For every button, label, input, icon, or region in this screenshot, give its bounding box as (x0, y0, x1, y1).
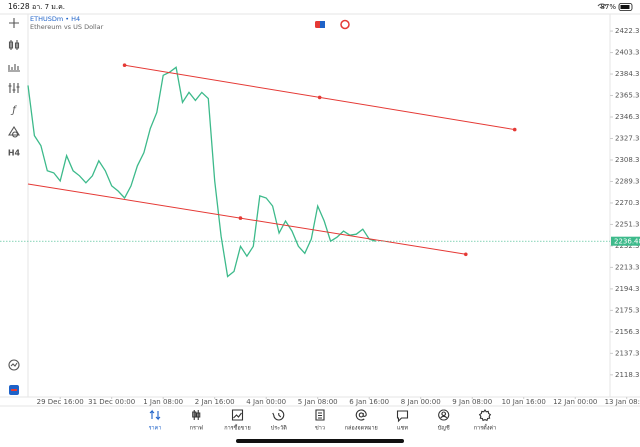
y-tick-label: 2308.30 (615, 156, 640, 164)
y-tick-label: 2175.30 (615, 306, 640, 314)
zoom-tool[interactable] (8, 359, 20, 371)
trade-toggle-half[interactable] (320, 21, 325, 28)
y-tick-label: 2365.30 (615, 92, 640, 100)
chart-type-tool[interactable] (8, 40, 20, 50)
last-price-box (611, 236, 640, 246)
trend-anchor (463, 252, 468, 257)
chart-subtitle: Ethereum vs US Dollar (30, 23, 104, 31)
x-tick-label: 1 Jan 08:00 (143, 398, 183, 406)
y-tick-label: 2422.30 (615, 27, 640, 35)
battery-level (620, 5, 630, 9)
nav-label[interactable]: แชท (397, 425, 408, 432)
zoom-tool-inner[interactable] (10, 362, 18, 367)
x-tick-label: 31 Dec 00:00 (88, 398, 135, 406)
x-tick-label: 6 Jan 16:00 (349, 398, 389, 406)
nav-icons: ราคา กราฟ การซื้อขาย ประวัติ ข่าว กล่องจดหมาย… (149, 409, 496, 432)
y-tick-label: 2213.30 (615, 263, 640, 271)
last-price-label: 2236.48 (614, 238, 640, 246)
nav-label[interactable]: การซื้อขาย (224, 424, 250, 432)
objects-tool[interactable] (8, 125, 20, 138)
nav-label[interactable]: กราฟ (190, 425, 203, 432)
y-tick-label: 2270.30 (615, 199, 640, 207)
x-tick-label: 13 Jan 08:00 (605, 398, 640, 406)
nav-label[interactable]: ข่าว (315, 426, 325, 432)
trend-anchor (238, 216, 243, 220)
price-line (27, 66, 376, 278)
trend-line (27, 183, 466, 255)
left-toolbar: ƒ H4 (8, 18, 21, 395)
home-indicator (236, 439, 404, 443)
nav-icon[interactable] (231, 409, 244, 421)
y-tick-label: 2384.30 (615, 70, 640, 78)
battery-icon (618, 3, 633, 11)
x-tick-label: 5 Jan 08:00 (298, 398, 338, 406)
indicators-tool[interactable] (8, 83, 20, 93)
nav-label[interactable]: ราคา (149, 426, 162, 432)
x-tick-label: 9 Jan 08:00 (452, 398, 492, 406)
y-tick-label: 2156.30 (615, 328, 640, 336)
chart-title: ETHUSDm • H4 (30, 15, 80, 23)
y-tick-label: 2137.30 (615, 349, 640, 357)
x-tick-label: 8 Jan 00:00 (401, 398, 441, 406)
y-tick-label: 2289.30 (615, 177, 640, 185)
indicator-toggle[interactable] (340, 19, 350, 30)
volume-tool[interactable] (8, 64, 20, 72)
nav-icon[interactable] (315, 409, 325, 421)
nav-icon[interactable] (478, 409, 492, 422)
y-tick-label: 2327.30 (615, 135, 640, 143)
trend-anchor (122, 63, 127, 68)
x-tick-label: 12 Jan 00:00 (553, 398, 597, 406)
x-tick-label: 29 Dec 16:00 (37, 398, 84, 406)
nav-icon[interactable] (396, 410, 409, 423)
timeframe-button[interactable]: H4 (8, 149, 21, 158)
nav-label[interactable]: ประวัติ (271, 425, 287, 432)
status-time: 16:28 (8, 2, 30, 11)
app-icon-stripe (11, 389, 17, 391)
function-tool[interactable]: ƒ (10, 105, 17, 116)
trend-midpoint (317, 95, 322, 100)
y-tick-label: 2232.30 (615, 242, 640, 250)
nav-label[interactable]: การตั้งค่า (474, 424, 496, 432)
nav-label[interactable]: บัญชี (438, 425, 450, 432)
chart-toggles[interactable] (315, 19, 350, 30)
wifi-icon (597, 3, 607, 9)
nav-icon[interactable] (192, 410, 201, 420)
nav-icon[interactable] (438, 409, 450, 421)
nav-label[interactable]: กล่องจดหมาย (345, 426, 378, 432)
x-tick-label: 10 Jan 16:00 (502, 398, 546, 406)
y-tick-label: 2194.30 (615, 285, 640, 293)
status-date: อา. 7 ม.ค. (32, 3, 65, 11)
y-tick-label: 2251.30 (615, 220, 640, 228)
y-tick-label: 2118.30 (615, 371, 640, 379)
status-battery: 87% (600, 3, 616, 11)
crosshair-tool[interactable] (9, 18, 19, 28)
x-tick-label: 2 Jan 16:00 (195, 398, 235, 406)
nav-icon[interactable] (149, 409, 161, 421)
nav-icon[interactable] (355, 409, 367, 421)
x-tick-label: 4 Jan 00:00 (246, 398, 286, 406)
nav-icon[interactable] (272, 409, 285, 421)
y-tick-label: 2346.30 (615, 113, 640, 121)
y-tick-label: 2403.30 (615, 49, 640, 57)
trend-anchor (512, 127, 517, 132)
